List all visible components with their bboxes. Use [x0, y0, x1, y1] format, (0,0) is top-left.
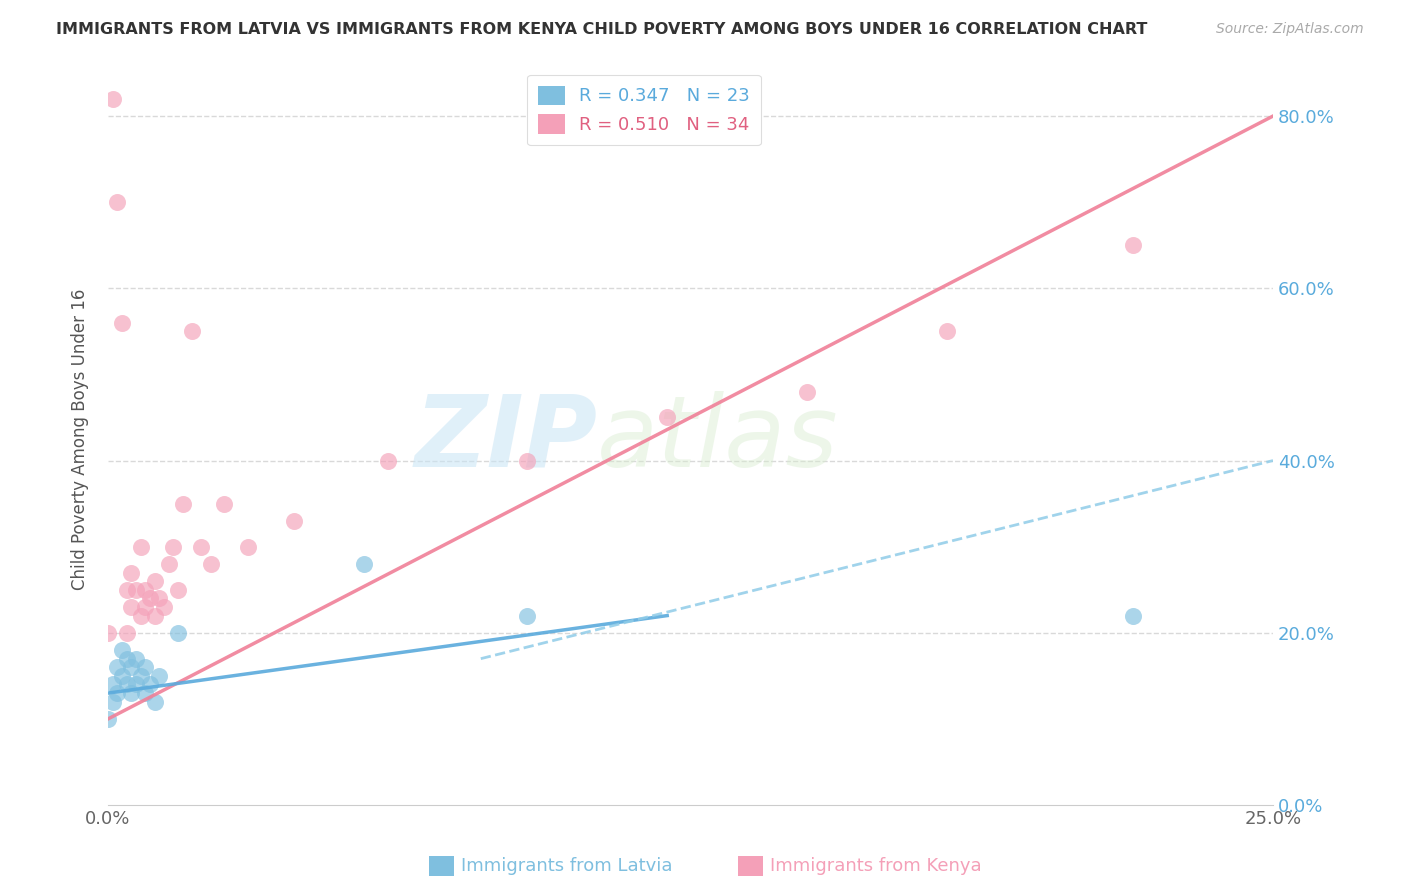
- Point: [120, 599, 142, 614]
- Point: [129, 669, 152, 683]
- Y-axis label: Child Poverty Among Boys Under 16: Child Poverty Among Boys Under 16: [72, 288, 89, 590]
- Point: [657, 410, 679, 425]
- Point: [180, 324, 202, 338]
- Point: [935, 324, 957, 338]
- Point: [143, 695, 166, 709]
- Point: [111, 669, 134, 683]
- Point: [167, 625, 190, 640]
- Text: atlas: atlas: [598, 391, 839, 488]
- Point: [143, 574, 166, 589]
- Point: [125, 582, 148, 597]
- Point: [120, 686, 142, 700]
- Point: [236, 540, 259, 554]
- Legend: R = 0.347   N = 23, R = 0.510   N = 34: R = 0.347 N = 23, R = 0.510 N = 34: [527, 75, 761, 145]
- Point: [101, 92, 124, 106]
- Point: [157, 557, 180, 571]
- Point: [353, 557, 375, 571]
- Point: [111, 643, 134, 657]
- Text: ZIP: ZIP: [415, 391, 598, 488]
- Point: [101, 677, 124, 691]
- Point: [139, 591, 162, 606]
- Point: [214, 497, 236, 511]
- Point: [115, 625, 138, 640]
- Point: [200, 557, 222, 571]
- Point: [283, 514, 305, 528]
- Point: [134, 660, 156, 674]
- Point: [115, 582, 138, 597]
- Text: Immigrants from Kenya: Immigrants from Kenya: [770, 857, 983, 875]
- Point: [120, 566, 142, 580]
- Point: [796, 384, 818, 399]
- Point: [1122, 238, 1144, 252]
- Point: [190, 540, 212, 554]
- Point: [134, 599, 156, 614]
- Point: [111, 316, 134, 330]
- Point: [1122, 608, 1144, 623]
- Text: Source: ZipAtlas.com: Source: ZipAtlas.com: [1216, 22, 1364, 37]
- Point: [120, 660, 142, 674]
- Point: [139, 677, 162, 691]
- Text: IMMIGRANTS FROM LATVIA VS IMMIGRANTS FROM KENYA CHILD POVERTY AMONG BOYS UNDER 1: IMMIGRANTS FROM LATVIA VS IMMIGRANTS FRO…: [56, 22, 1147, 37]
- Point: [97, 712, 120, 726]
- Point: [148, 669, 170, 683]
- Point: [101, 695, 124, 709]
- Point: [167, 582, 190, 597]
- Point: [105, 686, 128, 700]
- Point: [516, 608, 538, 623]
- Point: [125, 651, 148, 665]
- Point: [377, 453, 399, 467]
- Point: [516, 453, 538, 467]
- Point: [105, 195, 128, 210]
- Point: [134, 686, 156, 700]
- Point: [129, 608, 152, 623]
- Point: [125, 677, 148, 691]
- Point: [115, 677, 138, 691]
- Point: [143, 608, 166, 623]
- Point: [129, 540, 152, 554]
- Point: [148, 591, 170, 606]
- Text: Immigrants from Latvia: Immigrants from Latvia: [461, 857, 672, 875]
- Point: [134, 582, 156, 597]
- Point: [153, 599, 176, 614]
- Point: [115, 651, 138, 665]
- Point: [105, 660, 128, 674]
- Point: [172, 497, 194, 511]
- Point: [162, 540, 184, 554]
- Point: [97, 625, 120, 640]
